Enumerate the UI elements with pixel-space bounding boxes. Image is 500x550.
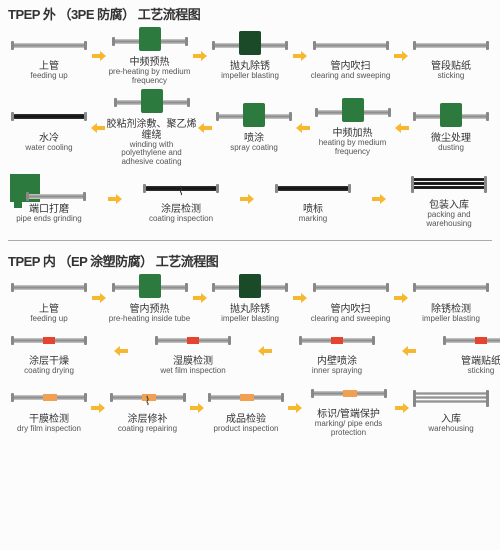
arrow-right-icon: [394, 292, 408, 304]
arrow-left-icon: [198, 122, 212, 134]
step: ⌇ 涂层修补coating repairing: [107, 384, 189, 434]
flow-row: 水冷water cooling 胶粘剂涂敷、聚乙烯缠绕winding with …: [8, 89, 492, 167]
step: 端口打磨pipe ends grinding: [8, 174, 90, 224]
step: ⌇ 涂层检测coating inspection: [140, 174, 222, 224]
arrow-right-icon: [193, 292, 207, 304]
arrow-left-icon: [395, 122, 409, 134]
step: 中频加热heating by medium frequency: [312, 98, 394, 157]
step: 中频预热pre-heating by medium frequency: [109, 27, 191, 86]
arrow-right-icon: [293, 50, 307, 62]
arrow-right-icon: [92, 292, 106, 304]
arrow-right-icon: [193, 50, 207, 62]
spring-icon: ⌇: [145, 394, 151, 408]
flow-row: 干膜检测dry film inspection ⌇ 涂层修补coating re…: [8, 379, 492, 438]
step: 成品检验product inspection: [205, 384, 287, 434]
arrow-right-icon: [92, 50, 106, 62]
step: 涂层干燥coating drying: [8, 326, 90, 376]
section-inner: TPEP 内 （EP 涂塑防腐） 工艺流程图 上管feeding up 管内预热…: [0, 247, 500, 443]
step: 入库warehousing: [410, 384, 492, 434]
step: 上管feeding up: [8, 274, 90, 324]
step: 微尘处理dusting: [410, 103, 492, 153]
step: 管段贴纸sticking: [410, 31, 492, 81]
arrow-right-icon: [395, 402, 409, 414]
section2-title: TPEP 内 （EP 涂塑防腐） 工艺流程图: [8, 251, 492, 270]
step: 包装入库packing and warehousing: [404, 170, 494, 229]
arrow-right-icon: [293, 292, 307, 304]
step: 胶粘剂涂敷、聚乙烯缠绕winding with polyethylene and…: [107, 89, 197, 167]
step: 抛丸除锈impeller blasting: [209, 31, 291, 81]
step: 上管feeding up: [8, 31, 90, 81]
arrow-left-icon: [114, 345, 128, 357]
section1-title: TPEP 外 （3PE 防腐） 工艺流程图: [8, 4, 492, 23]
arrow-left-icon: [91, 122, 105, 134]
step: 除锈检测impeller blasting: [410, 274, 492, 324]
arrow-right-icon: [190, 402, 204, 414]
step: 干膜检测dry film inspection: [8, 384, 90, 434]
arrow-right-icon: [108, 193, 122, 205]
arrow-right-icon: [91, 402, 105, 414]
step: 管端贴纸sticking: [440, 326, 500, 376]
step: 管内吹扫clearing and sweeping: [310, 274, 392, 324]
arrow-left-icon: [296, 122, 310, 134]
arrow-right-icon: [240, 193, 254, 205]
section-outer: TPEP 外 （3PE 防腐） 工艺流程图 上管feeding up 中频预热p…: [0, 0, 500, 234]
flow-row: 涂层干燥coating drying 湿膜检测wet film inspecti…: [8, 326, 492, 376]
step: 抛丸除锈impeller blasting: [209, 274, 291, 324]
spring-icon: ⌇: [178, 184, 184, 198]
divider: [8, 240, 492, 241]
step: 喷标marking: [272, 174, 354, 224]
arrow-left-icon: [258, 345, 272, 357]
arrow-left-icon: [402, 345, 416, 357]
step: 标识/管端保护marking/ pipe ends protection: [304, 379, 394, 438]
flow-row: 上管feeding up 中频预热pre-heating by medium f…: [8, 27, 492, 86]
step: 内壁喷涂inner spraying: [296, 326, 378, 376]
step: 湿膜检测wet film inspection: [152, 326, 234, 376]
flow-row: 端口打磨pipe ends grinding ⌇ 涂层检测coating ins…: [8, 170, 492, 229]
step: 喷涂spray coating: [213, 103, 295, 153]
step: 管内吹扫clearing and sweeping: [310, 31, 392, 81]
arrow-right-icon: [372, 193, 386, 205]
arrow-right-icon: [288, 402, 302, 414]
step: 管内预热pre-heating inside tube: [109, 274, 191, 324]
step: 水冷water cooling: [8, 103, 90, 153]
arrow-right-icon: [394, 50, 408, 62]
flow-row: 上管feeding up 管内预热pre-heating inside tube…: [8, 274, 492, 324]
